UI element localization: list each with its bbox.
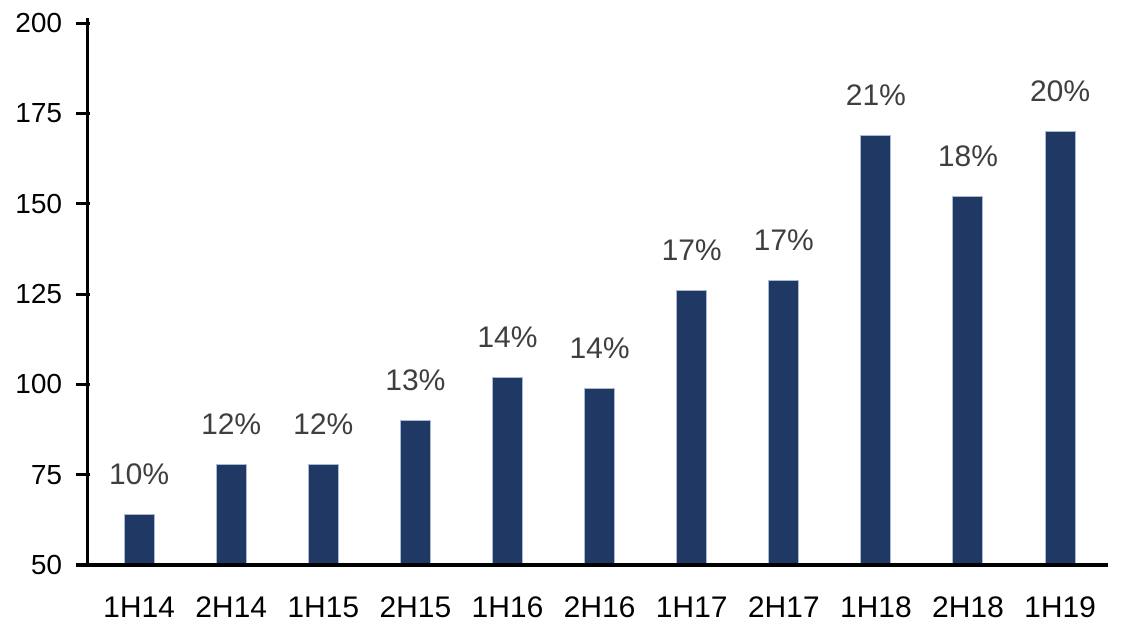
bar-data-label: 14% bbox=[477, 321, 538, 355]
y-tick-label: 50 bbox=[30, 549, 62, 580]
x-tick-label: 1H18 bbox=[839, 591, 912, 624]
y-tick-mark bbox=[76, 382, 90, 386]
x-tick-label: 2H18 bbox=[932, 591, 1004, 624]
bar bbox=[584, 387, 615, 565]
x-tick-label: 2H17 bbox=[747, 591, 820, 624]
x-tick-label: 1H14 bbox=[103, 591, 175, 624]
x-axis-line bbox=[76, 563, 1108, 567]
x-tick-label: 2H16 bbox=[563, 591, 636, 624]
bar bbox=[952, 196, 984, 565]
bar-data-label: 17% bbox=[661, 234, 722, 268]
x-tick-label: 1H16 bbox=[471, 591, 544, 624]
y-tick-mark bbox=[76, 202, 90, 206]
bar bbox=[399, 420, 431, 565]
y-tick-mark bbox=[76, 111, 90, 115]
bar-data-label: 14% bbox=[569, 331, 630, 365]
y-tick-label: 75 bbox=[30, 458, 62, 490]
y-tick-mark bbox=[76, 473, 90, 477]
bar-data-label: 17% bbox=[753, 223, 814, 257]
bar bbox=[1044, 131, 1076, 565]
bar-data-label: 18% bbox=[937, 140, 998, 174]
x-tick-label: 2H14 bbox=[195, 591, 267, 624]
y-tick-label: 125 bbox=[15, 278, 62, 309]
y-tick-label: 175 bbox=[15, 97, 62, 129]
x-tick-label: 1H17 bbox=[655, 591, 728, 624]
y-tick-mark bbox=[76, 292, 90, 296]
bar-data-label: 12% bbox=[293, 407, 354, 441]
x-tick-label: 1H19 bbox=[1024, 591, 1096, 624]
y-axis-line bbox=[86, 18, 89, 567]
bar-data-label: 13% bbox=[385, 364, 446, 398]
bar bbox=[307, 463, 339, 565]
bar-data-label: 10% bbox=[108, 458, 170, 492]
bar bbox=[215, 463, 247, 565]
bar-data-label: 20% bbox=[1029, 75, 1091, 109]
bar bbox=[123, 514, 155, 565]
bar-data-label: 21% bbox=[845, 79, 906, 112]
y-tick-label: 150 bbox=[15, 187, 62, 219]
y-tick-label: 100 bbox=[15, 368, 62, 400]
bar bbox=[491, 377, 523, 565]
bar-data-label: 12% bbox=[201, 407, 262, 441]
bar bbox=[860, 135, 892, 565]
x-tick-label: 1H15 bbox=[287, 591, 360, 624]
x-tick-label: 2H15 bbox=[379, 591, 452, 624]
bar bbox=[676, 290, 708, 565]
y-tick-label: 200 bbox=[15, 7, 62, 38]
y-tick-mark bbox=[76, 21, 90, 25]
bar bbox=[768, 279, 800, 565]
